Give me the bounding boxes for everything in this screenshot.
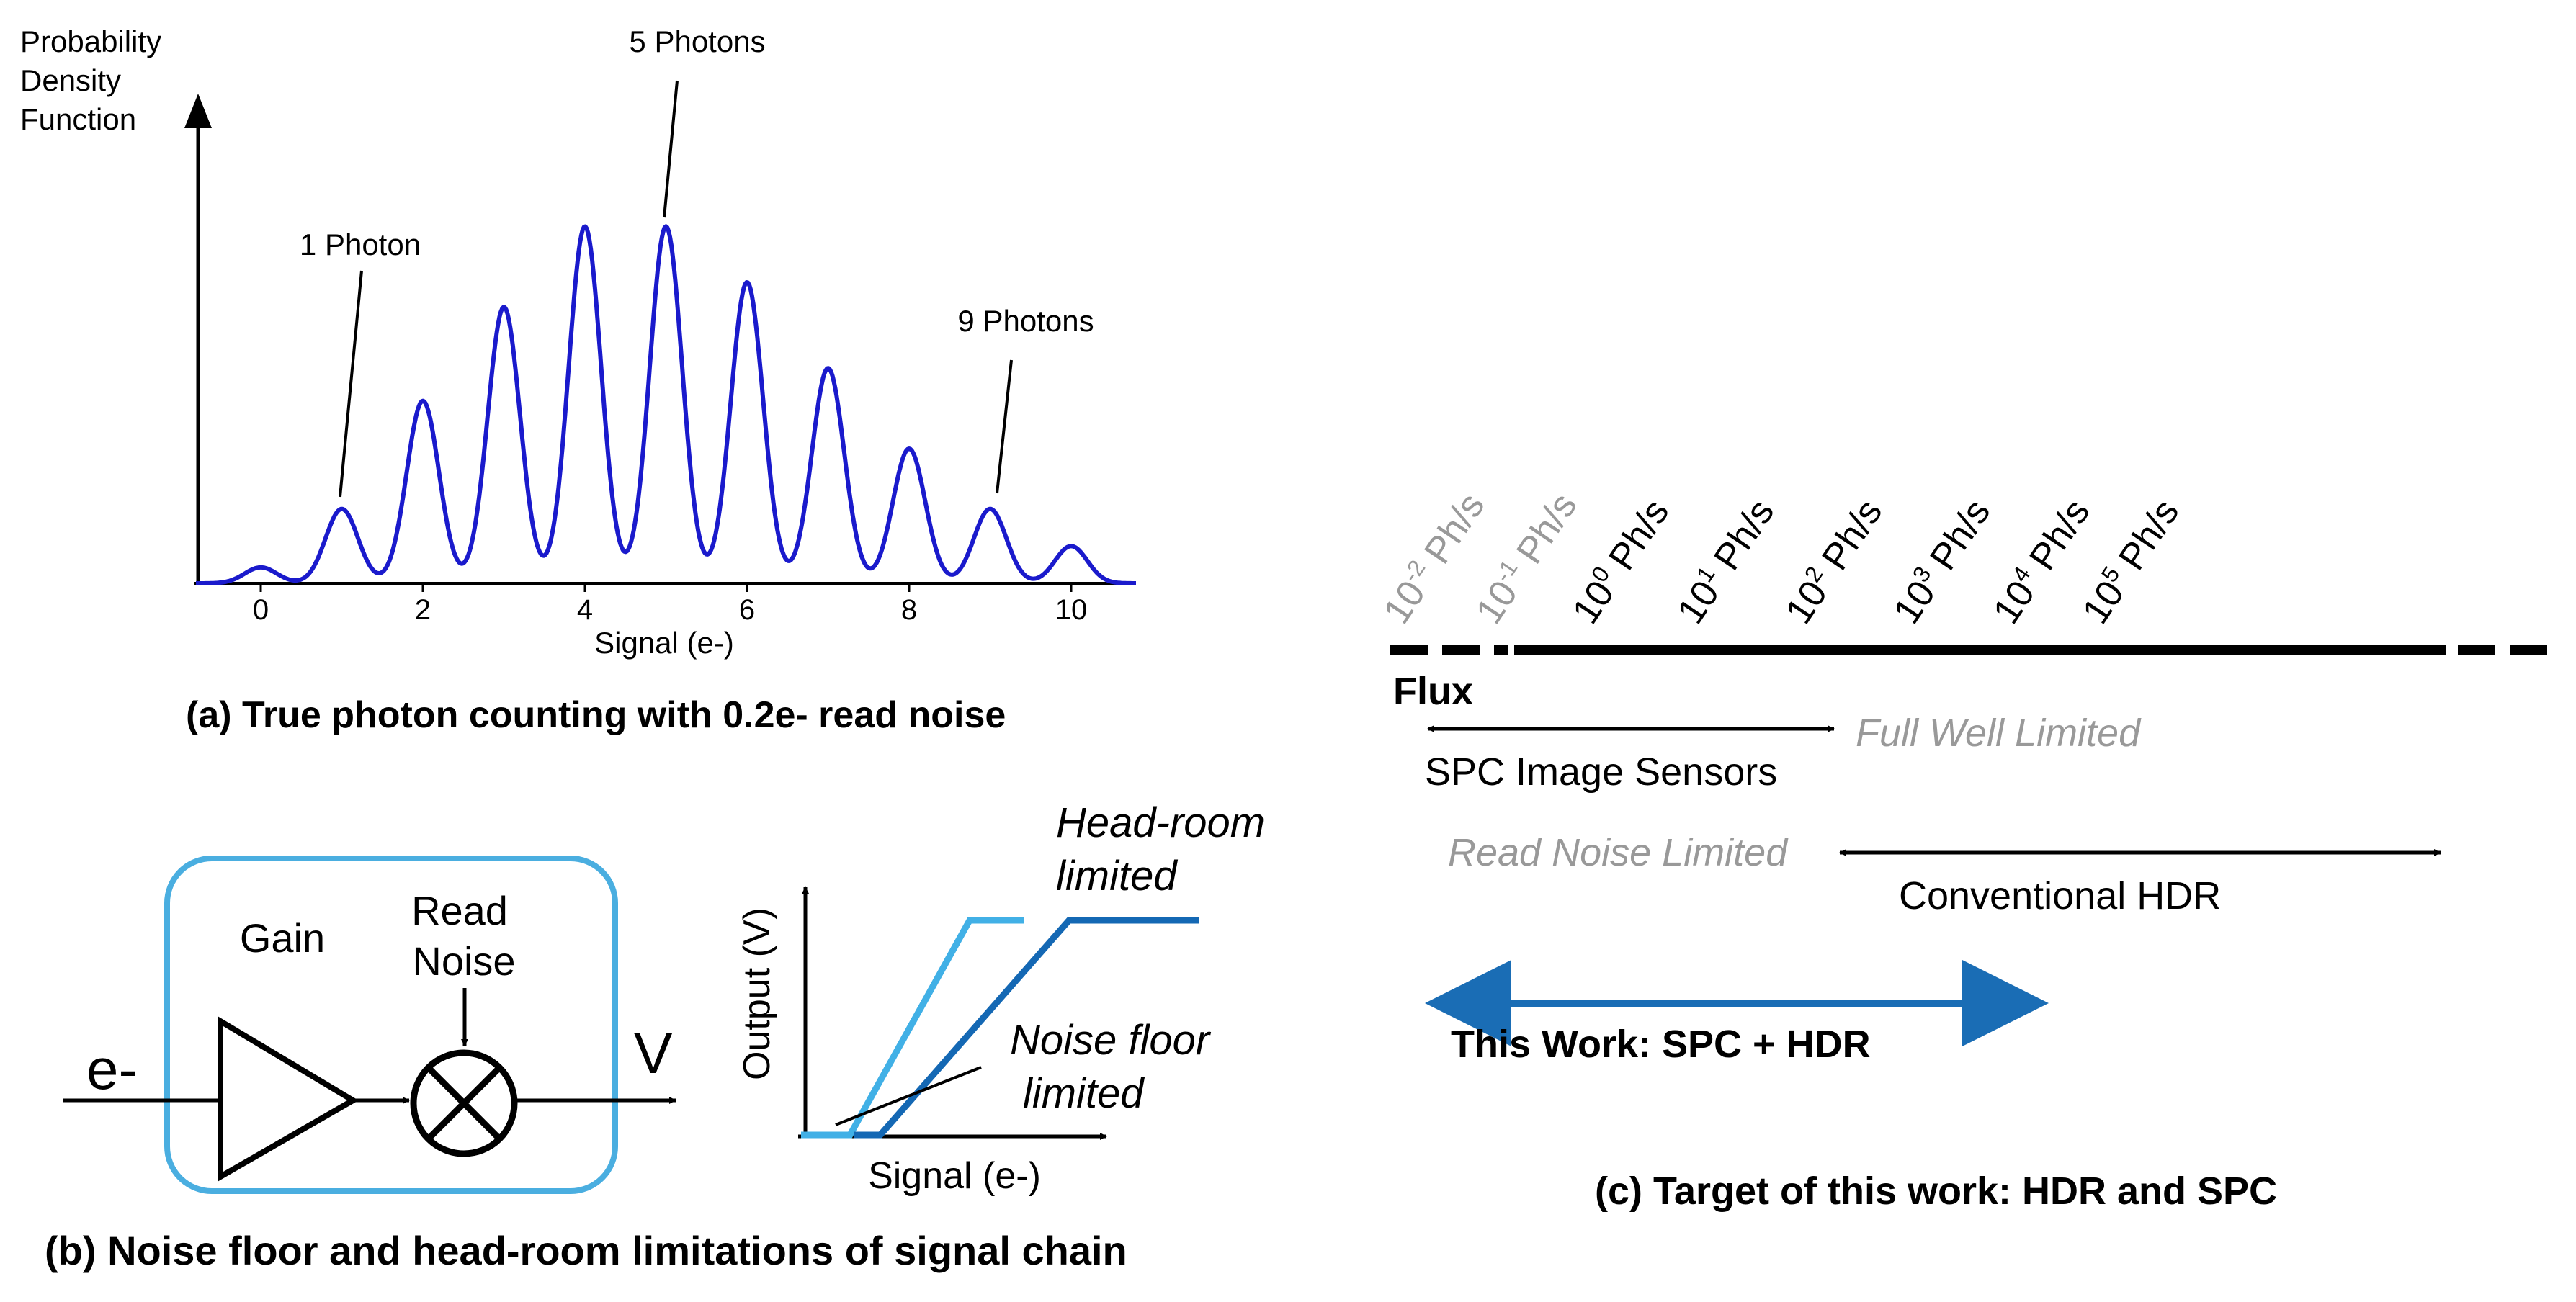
read-noise-limited-label: Read Noise Limited — [1448, 831, 1789, 874]
annotation-leader-9-photons — [996, 359, 1013, 494]
annotation-leader-5-photons — [663, 80, 679, 218]
x-tick-label: 10 — [1055, 594, 1088, 626]
flux-tick-label: 103 Ph/s — [1884, 491, 1998, 632]
annotation-1-photon: 1 Photon — [300, 228, 421, 261]
output-label-v: V — [634, 1021, 673, 1085]
graph-y-axis-label: Output (V) — [736, 907, 778, 1080]
caption-b: (b) Noise floor and head-room limitation… — [45, 1228, 1127, 1273]
x-axis-label: Signal (e-) — [594, 626, 734, 660]
x-tick-label: 4 — [577, 594, 593, 626]
panel-a: Probability Density Function 0 2 4 6 8 10 Sig… — [20, 24, 1137, 736]
head-room-label-line-2: limited — [1056, 853, 1178, 899]
probability-density-curve — [194, 224, 1137, 585]
caption-a: (a) True photon counting with 0.2e- read… — [186, 694, 1006, 736]
gain-label: Gain — [240, 915, 325, 961]
x-axis-ticks: 0 2 4 6 8 10 — [253, 583, 1087, 626]
transfer-curve-head-room-limited — [801, 917, 1024, 1139]
flux-tick-label: 101 Ph/s — [1668, 491, 1782, 632]
this-work-label: This Work: SPC + HDR — [1451, 1023, 1871, 1066]
read-noise-label-line-2: Noise — [412, 938, 515, 984]
mixer-cross-2 — [425, 1064, 503, 1142]
panel-b: Gain Read Noise e- V Output (V) Signal (… — [45, 799, 1265, 1273]
input-label-e: e- — [86, 1037, 138, 1101]
full-well-limited-label: Full Well Limited — [1856, 711, 2142, 755]
x-tick-label: 6 — [739, 594, 755, 626]
y-axis-label-line-3: Function — [20, 102, 136, 136]
annotation-9-photons: 9 Photons — [957, 304, 1094, 338]
read-noise-label-line-1: Read — [411, 888, 508, 933]
caption-c: (c) Target of this work: HDR and SPC — [1595, 1169, 2277, 1213]
annotation-leader-1-photon — [339, 270, 363, 498]
y-axis-arrowhead — [184, 94, 212, 128]
x-tick-label: 8 — [901, 594, 917, 626]
noise-floor-label-line-1: Noise floor — [1010, 1017, 1212, 1064]
head-room-label-line-1: Head-room — [1056, 799, 1265, 846]
noise-floor-leader — [835, 1066, 982, 1126]
conventional-hdr-label: Conventional HDR — [1899, 874, 2221, 917]
graph-x-axis-label: Signal (e-) — [868, 1155, 1041, 1197]
x-tick-label: 0 — [253, 594, 269, 626]
annotation-5-photons: 5 Photons — [629, 24, 765, 58]
flux-tick-label: 102 Ph/s — [1776, 491, 1890, 632]
flux-label: Flux — [1393, 670, 1473, 713]
y-axis-label-line-1: Probability — [20, 24, 161, 58]
y-axis-label-line-2: Density — [20, 63, 121, 97]
transfer-curve-noise-floor-limited — [854, 917, 1199, 1139]
x-tick-label: 2 — [415, 594, 431, 626]
signal-chain-box — [164, 856, 618, 1194]
amplifier-triangle-icon — [218, 1015, 359, 1182]
noise-floor-label-line-2: limited — [1023, 1070, 1145, 1117]
spc-image-sensors-label: SPC Image Sensors — [1425, 750, 1777, 794]
